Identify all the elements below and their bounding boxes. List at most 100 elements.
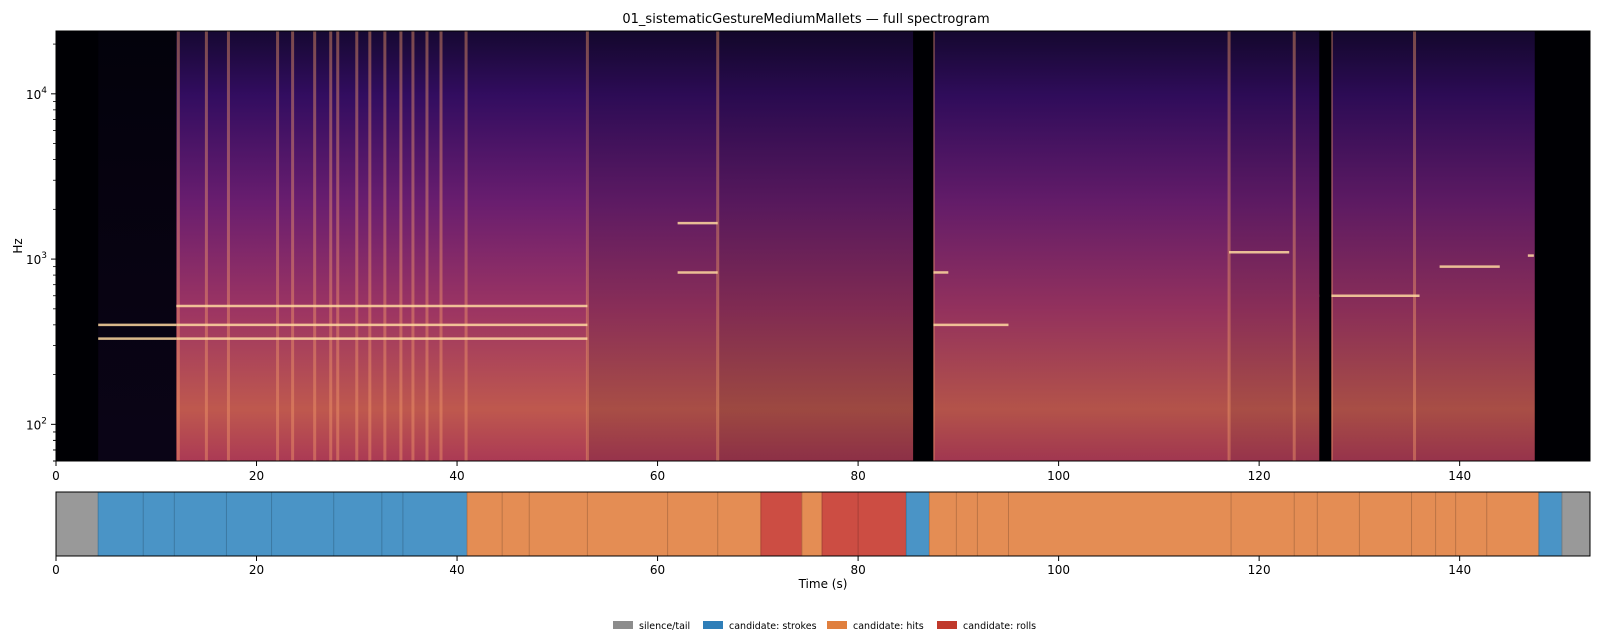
segment-strokes-1 bbox=[97, 491, 144, 557]
spectrogram-x-tick-label-7: 140 bbox=[1448, 469, 1471, 483]
legend-label-strokes: candidate: strokes bbox=[729, 621, 817, 632]
onset-streak-0 bbox=[176, 31, 180, 461]
segment-x-tick-label-5: 100 bbox=[1047, 563, 1070, 577]
segment-hits-23 bbox=[1008, 491, 1232, 557]
spectrogram-x-tick-label-2: 40 bbox=[449, 469, 464, 483]
activity-region-1 bbox=[176, 31, 588, 461]
segment-hits-31 bbox=[1486, 491, 1540, 557]
legend-swatch-hits bbox=[827, 621, 847, 629]
segment-strokes-2 bbox=[142, 491, 175, 557]
segment-hits-28 bbox=[1411, 491, 1436, 557]
spectrogram-y-label: Hz bbox=[11, 238, 25, 253]
segment-strokes-8 bbox=[402, 491, 468, 557]
spectrogram-x-tick-label-1: 20 bbox=[249, 469, 264, 483]
onset-streak-9 bbox=[368, 31, 372, 461]
onset-streak-17 bbox=[716, 31, 720, 461]
segment-x-tick-label-4: 80 bbox=[850, 563, 865, 577]
onset-streak-15 bbox=[464, 31, 468, 461]
segment-hits-21 bbox=[956, 491, 978, 557]
segment-strokes-19 bbox=[905, 491, 930, 557]
activity-region-4 bbox=[933, 31, 1230, 461]
onset-streak-16 bbox=[585, 31, 589, 461]
segment-rolls-17 bbox=[821, 491, 859, 557]
spectrogram-y-axis: 102 103 104 bbox=[26, 43, 56, 462]
segment-x-tick-label-6: 120 bbox=[1248, 563, 1271, 577]
segment-x-tick-label-0: 0 bbox=[52, 563, 60, 577]
activity-region-0 bbox=[98, 31, 177, 461]
onset-streak-4 bbox=[291, 31, 295, 461]
segment-rolls-15 bbox=[760, 491, 803, 557]
segment-hits-29 bbox=[1435, 491, 1456, 557]
silent-gap-1 bbox=[913, 31, 934, 461]
onset-streak-3 bbox=[276, 31, 280, 461]
segment-silence-33 bbox=[1561, 491, 1591, 557]
activity-region-3 bbox=[717, 31, 914, 461]
segment-hits-20 bbox=[928, 491, 957, 557]
segment-rolls-18 bbox=[857, 491, 907, 557]
segment-x-tick-label-1: 20 bbox=[249, 563, 264, 577]
segment-x-label: Time (s) bbox=[798, 577, 848, 591]
legend-label-rolls: candidate: rolls bbox=[963, 621, 1036, 632]
segment-timeline bbox=[55, 491, 1591, 557]
silent-gap-0 bbox=[56, 31, 99, 461]
segment-hits-14 bbox=[717, 491, 762, 557]
segment-strokes-32 bbox=[1538, 491, 1563, 557]
segment-x-axis: 0 20 40 60 80 100 120 140 bbox=[52, 556, 1471, 577]
spectrogram-x-axis: 0 20 40 60 80 100 120 140 bbox=[52, 461, 1471, 483]
segment-hits-9 bbox=[466, 491, 503, 557]
spectrogram-title: 01_sistematicGestureMediumMallets — full… bbox=[622, 12, 989, 27]
segment-hits-27 bbox=[1359, 491, 1412, 557]
segment-hits-22 bbox=[977, 491, 1009, 557]
segment-hits-13 bbox=[667, 491, 719, 557]
spectrogram-y-tick-label-2: 104 bbox=[26, 86, 47, 102]
silent-gap-3 bbox=[1534, 31, 1590, 461]
spectrogram-x-tick-label-0: 0 bbox=[52, 469, 60, 483]
onset-streak-7 bbox=[336, 31, 340, 461]
spectrogram-y-tick-label-0: 102 bbox=[26, 416, 47, 432]
legend: silence/tail candidate: strokes candidate:… bbox=[613, 621, 1036, 632]
spectrogram-x-tick-label-4: 80 bbox=[850, 469, 865, 483]
segment-x-tick-label-2: 40 bbox=[449, 563, 464, 577]
segment-hits-24 bbox=[1230, 491, 1295, 557]
activity-region-5 bbox=[1229, 31, 1535, 461]
spectrogram-x-tick-label-5: 100 bbox=[1047, 469, 1070, 483]
onset-streak-2 bbox=[226, 31, 230, 461]
spectrogram-frame bbox=[55, 30, 1591, 462]
silent-gap-2 bbox=[1319, 31, 1332, 461]
legend-label-silence: silence/tail bbox=[639, 621, 690, 632]
onset-streak-22 bbox=[1413, 31, 1417, 461]
segment-hits-10 bbox=[501, 491, 530, 557]
spectrogram-harmonics bbox=[98, 221, 1534, 340]
segment-strokes-6 bbox=[333, 491, 383, 557]
onset-streak-11 bbox=[399, 31, 403, 461]
activity-region-2 bbox=[587, 31, 718, 461]
segment-strokes-4 bbox=[226, 491, 272, 557]
onset-streak-6 bbox=[329, 31, 333, 461]
segment-frame bbox=[55, 491, 1591, 557]
spectrogram-activity bbox=[98, 31, 1535, 461]
onset-streak-20 bbox=[1292, 31, 1296, 461]
onset-streak-14 bbox=[439, 31, 443, 461]
spectrogram-y-tick-label-1: 103 bbox=[26, 251, 47, 267]
onset-streak-19 bbox=[1227, 31, 1231, 461]
legend-swatch-silence bbox=[613, 621, 633, 629]
segment-hits-16 bbox=[801, 491, 823, 557]
segment-silence-0 bbox=[55, 491, 99, 557]
spectrogram-x-tick-label-3: 60 bbox=[650, 469, 665, 483]
spectrogram-plot bbox=[55, 30, 1591, 462]
onset-streak-1 bbox=[204, 31, 208, 461]
onset-streak-10 bbox=[383, 31, 387, 461]
spectrogram-x-tick-label-6: 120 bbox=[1248, 469, 1271, 483]
legend-swatch-strokes bbox=[703, 621, 723, 629]
spectrogram-silent-gaps bbox=[56, 31, 1590, 461]
segment-hits-12 bbox=[587, 491, 668, 557]
onset-streak-8 bbox=[355, 31, 359, 461]
segment-x-tick-label-7: 140 bbox=[1448, 563, 1471, 577]
spectrogram-onsets bbox=[176, 31, 1417, 461]
segment-hits-30 bbox=[1455, 491, 1488, 557]
legend-swatch-rolls bbox=[937, 621, 957, 629]
segment-hits-25 bbox=[1293, 491, 1318, 557]
segment-x-tick-label-3: 60 bbox=[650, 563, 665, 577]
segment-strokes-7 bbox=[381, 491, 404, 557]
